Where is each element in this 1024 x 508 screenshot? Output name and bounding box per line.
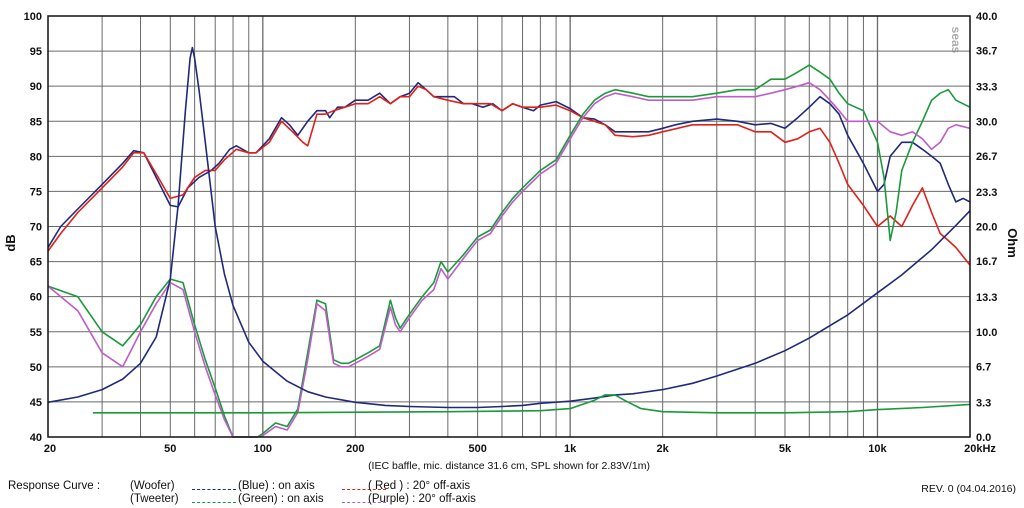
y2-tick-label: 10.0 bbox=[976, 327, 997, 339]
x-tick-label: 20kHz bbox=[964, 443, 996, 455]
y2-tick-label: 30.0 bbox=[976, 116, 997, 128]
x-tick-label: 20 bbox=[44, 443, 56, 455]
y-tick-label: 40 bbox=[30, 432, 42, 444]
legend-title: Response Curve : bbox=[8, 480, 101, 492]
curve-woofer-spl-0 bbox=[47, 81, 971, 248]
frequency-response-chart: 20 50 100 200 500 1k 2k 5k 10k 20kHz 100 95 90 85 80 75… bbox=[3, 11, 1020, 472]
legend-woofer-group: (Woofer) bbox=[130, 480, 175, 492]
x-tick-label: 2k bbox=[657, 443, 670, 455]
y2-tick-label: 20.0 bbox=[976, 222, 997, 234]
x-axis-note: (IEC baffle, mic. distance 31.6 cm, SPL … bbox=[368, 460, 650, 472]
x-tick-label: 200 bbox=[346, 443, 364, 455]
y-tick-label: 75 bbox=[30, 186, 42, 198]
y-tick-label: 70 bbox=[30, 222, 42, 234]
y2-tick-label: 3.3 bbox=[976, 397, 991, 409]
plot-frame bbox=[47, 15, 971, 438]
y2-tick-label: 40.0 bbox=[976, 11, 997, 23]
y-tick-label: 60 bbox=[30, 292, 42, 304]
x-tick-label: 50 bbox=[164, 443, 176, 455]
tick-labels: 20 50 100 200 500 1k 2k 5k 10k 20kHz 100 95 90 85 80 75… bbox=[24, 11, 998, 455]
legend-purple-label: (Purple) : 20° off-axis bbox=[368, 493, 476, 505]
x-tick-label: 5k bbox=[779, 443, 792, 455]
watermark-logo: seas bbox=[949, 27, 963, 54]
y-tick-label: 100 bbox=[24, 11, 42, 23]
curve-woofer-spl-20 bbox=[47, 85, 971, 266]
y2-tick-label: 23.3 bbox=[976, 187, 997, 199]
legend-blue-label: (Blue) : on axis bbox=[238, 480, 315, 492]
y-tick-label: 90 bbox=[30, 81, 42, 93]
y-tick-label: 95 bbox=[30, 46, 42, 58]
curve-tweeter-impedance bbox=[92, 394, 971, 414]
y2-tick-label: 13.3 bbox=[976, 292, 997, 304]
legend-tweeter-group: (Tweeter) bbox=[130, 493, 179, 505]
legend-line-purple bbox=[342, 502, 386, 503]
curve-tweeter-spl-20 bbox=[47, 81, 971, 438]
x-tick-label: 10k bbox=[868, 443, 887, 455]
y-tick-label: 50 bbox=[30, 362, 42, 374]
curves-layer bbox=[47, 46, 971, 438]
legend-line-red bbox=[342, 489, 386, 490]
grid-lines bbox=[48, 16, 970, 437]
y2-tick-label: 36.7 bbox=[976, 46, 997, 58]
x-tick-label: 1k bbox=[564, 443, 577, 455]
legend-line-blue bbox=[192, 489, 236, 490]
y2-tick-label: 16.7 bbox=[976, 256, 997, 268]
y-tick-label: 85 bbox=[30, 116, 42, 128]
y-tick-label: 45 bbox=[30, 397, 42, 409]
y2-tick-label: 26.7 bbox=[976, 151, 997, 163]
y-tick-label: 55 bbox=[30, 327, 42, 339]
curve-woofer-impedance bbox=[47, 46, 971, 409]
legend-green-label: (Green) : on axis bbox=[238, 493, 324, 505]
x-tick-label: 100 bbox=[254, 443, 272, 455]
legend-red-label: ( Red ) : 20° off-axis bbox=[368, 480, 471, 492]
y2-axis-label: Ohm bbox=[1005, 228, 1020, 258]
revision-label: REV. 0 (04.04.2016) bbox=[921, 483, 1016, 495]
y2-tick-label: 0.0 bbox=[976, 432, 991, 444]
y-tick-label: 65 bbox=[30, 257, 42, 269]
y2-tick-label: 33.3 bbox=[976, 82, 997, 94]
x-tick-label: 500 bbox=[468, 443, 486, 455]
legend-line-green bbox=[192, 502, 236, 503]
y-axis-label: dB bbox=[3, 234, 18, 251]
y-tick-label: 80 bbox=[30, 151, 42, 163]
y2-tick-label: 6.7 bbox=[976, 361, 991, 373]
